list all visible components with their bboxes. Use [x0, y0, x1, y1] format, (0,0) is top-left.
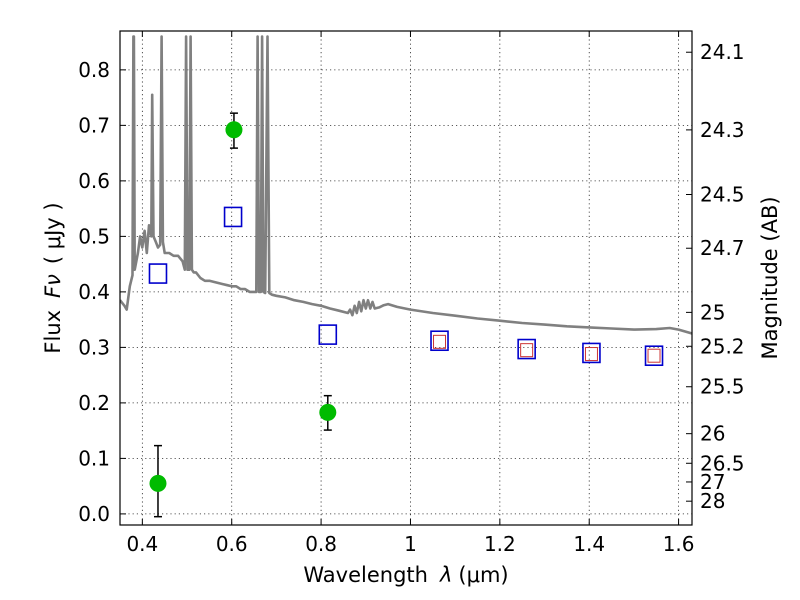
x-tick-label: 1 [404, 532, 417, 556]
magnitude-tick-label: 25.2 [700, 334, 745, 358]
x-tick-label: 0.4 [126, 532, 158, 556]
model-flux-box [517, 338, 536, 360]
model-flux-box [644, 345, 664, 367]
model-flux-inner-box [520, 343, 534, 358]
x-tick-label: 1.4 [573, 532, 605, 556]
y-axis: 0.0 0.1 0.2 0.3 0.4 0.5 0.6 0.7 0.8 [78, 58, 126, 526]
magnitude-tick-label: 26.5 [700, 451, 745, 475]
x-tick-label: 0.6 [216, 532, 248, 556]
model-flux-inner-box [584, 347, 598, 362]
magnitude-tick-label: 27 [700, 470, 725, 494]
magnitude-tick-label: 28 [700, 489, 725, 513]
magnitude-tick-label: 24.1 [700, 40, 745, 64]
model-flux-box [148, 263, 168, 284]
y-axis-label: FluxFν( μJy ) [41, 202, 65, 353]
y-tick-label: 0.8 [78, 58, 110, 82]
template-layer [120, 35, 692, 335]
magnitude-tick-label: 24.3 [700, 118, 745, 142]
observed-flux-point [225, 121, 243, 139]
model-flux-inner-box [433, 334, 447, 349]
y-tick-label: 0.5 [78, 224, 110, 248]
magnitude-tick-label: 24.7 [700, 236, 745, 260]
model-flux-box [582, 342, 601, 364]
y-tick-label: 0.1 [78, 446, 110, 470]
y-tick-label: 0.4 [78, 280, 110, 304]
errorbar-layer [153, 112, 332, 518]
magnitude-tick-label: 25 [700, 300, 725, 324]
model-flux-box [430, 330, 449, 352]
x-tick-label: 1.2 [484, 532, 516, 556]
magnitude-tick-label: 26 [700, 422, 725, 446]
magnitude-tick-label: 25.5 [700, 375, 745, 399]
observed-flux-point [319, 403, 337, 421]
y-tick-label: 0.7 [78, 113, 110, 137]
x-axis-label: Wavelength λ (μm) [303, 563, 508, 587]
x-tick-label: 1.6 [663, 532, 695, 556]
grid-layer [120, 31, 692, 525]
y-tick-label: 0.2 [78, 391, 110, 415]
x-axis: 0.4 0.6 0.8 1 1.2 1.4 1.6 [126, 31, 695, 556]
points-layer [149, 121, 337, 492]
model-flux-inner-box [647, 348, 661, 363]
boxes-layer [148, 206, 664, 367]
magnitude-tick-label: 24.5 [700, 182, 745, 206]
y-tick-label: 0.6 [78, 169, 110, 193]
observed-flux-point [149, 474, 167, 492]
model-flux-box [223, 206, 243, 228]
y-tick-label: 0.3 [78, 335, 110, 359]
plot-frame [119, 30, 693, 526]
model-flux-box [318, 324, 338, 345]
y-tick-label: 0.0 [78, 502, 110, 526]
magnitude-axis-label: Magnitude (AB) [758, 196, 782, 359]
template-spectrum-line [120, 35, 692, 335]
x-tick-label: 0.8 [305, 532, 337, 556]
